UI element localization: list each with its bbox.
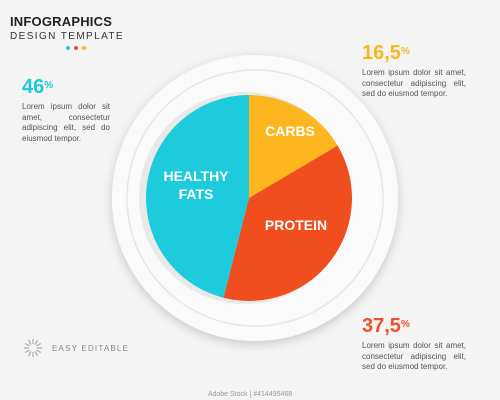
slice-label-healthy-fats: HEALTHY FATS [163,168,229,202]
page-subtitle: DESIGN TEMPLATE [10,31,124,42]
dot-yellow [82,46,86,50]
dot-cyan [66,46,70,50]
color-dots [66,46,124,50]
footer: EASY EDITABLE [22,337,129,359]
callout-fats: 46% Lorem ipsum dolor sit amet, consecte… [22,76,110,144]
callout-carbs-value: 16,5% [362,42,410,64]
pie-slice-healthy-fats [146,95,249,298]
slice-label-protein: PROTEIN [265,217,327,233]
page-title: INFOGRAPHICS [10,14,113,29]
watermark: Adobe Stock | #414495468 [207,391,293,398]
callout-protein-text: Lorem ipsum dolor sit amet, consectetur … [362,341,466,371]
dot-red [74,46,78,50]
header: INFOGRAPHICS DESIGN TEMPLATE [10,14,124,50]
callout-fats-text: Lorem ipsum dolor sit amet, consectetur … [22,102,110,143]
pie-slice-carbs [249,95,338,198]
spinner-icon [24,339,42,357]
pie-slice-protein [223,145,353,301]
callout-carbs-text: Lorem ipsum dolor sit amet, consectetur … [362,68,466,98]
pie-slices [146,95,353,301]
callout-carbs: 16,5% Lorem ipsum dolor sit amet, consec… [362,42,466,100]
plate-rim [126,69,384,327]
footer-label: EASY EDITABLE [52,343,130,353]
slice-label-carbs: CARBS [265,123,315,139]
callout-protein-value: 37,5% [362,315,410,337]
callout-fats-value: 46% [22,76,54,98]
callout-protein: 37,5% Lorem ipsum dolor sit amet, consec… [362,315,466,373]
pie-labels: CARBS PROTEIN HEALTHY FATS [163,123,327,233]
